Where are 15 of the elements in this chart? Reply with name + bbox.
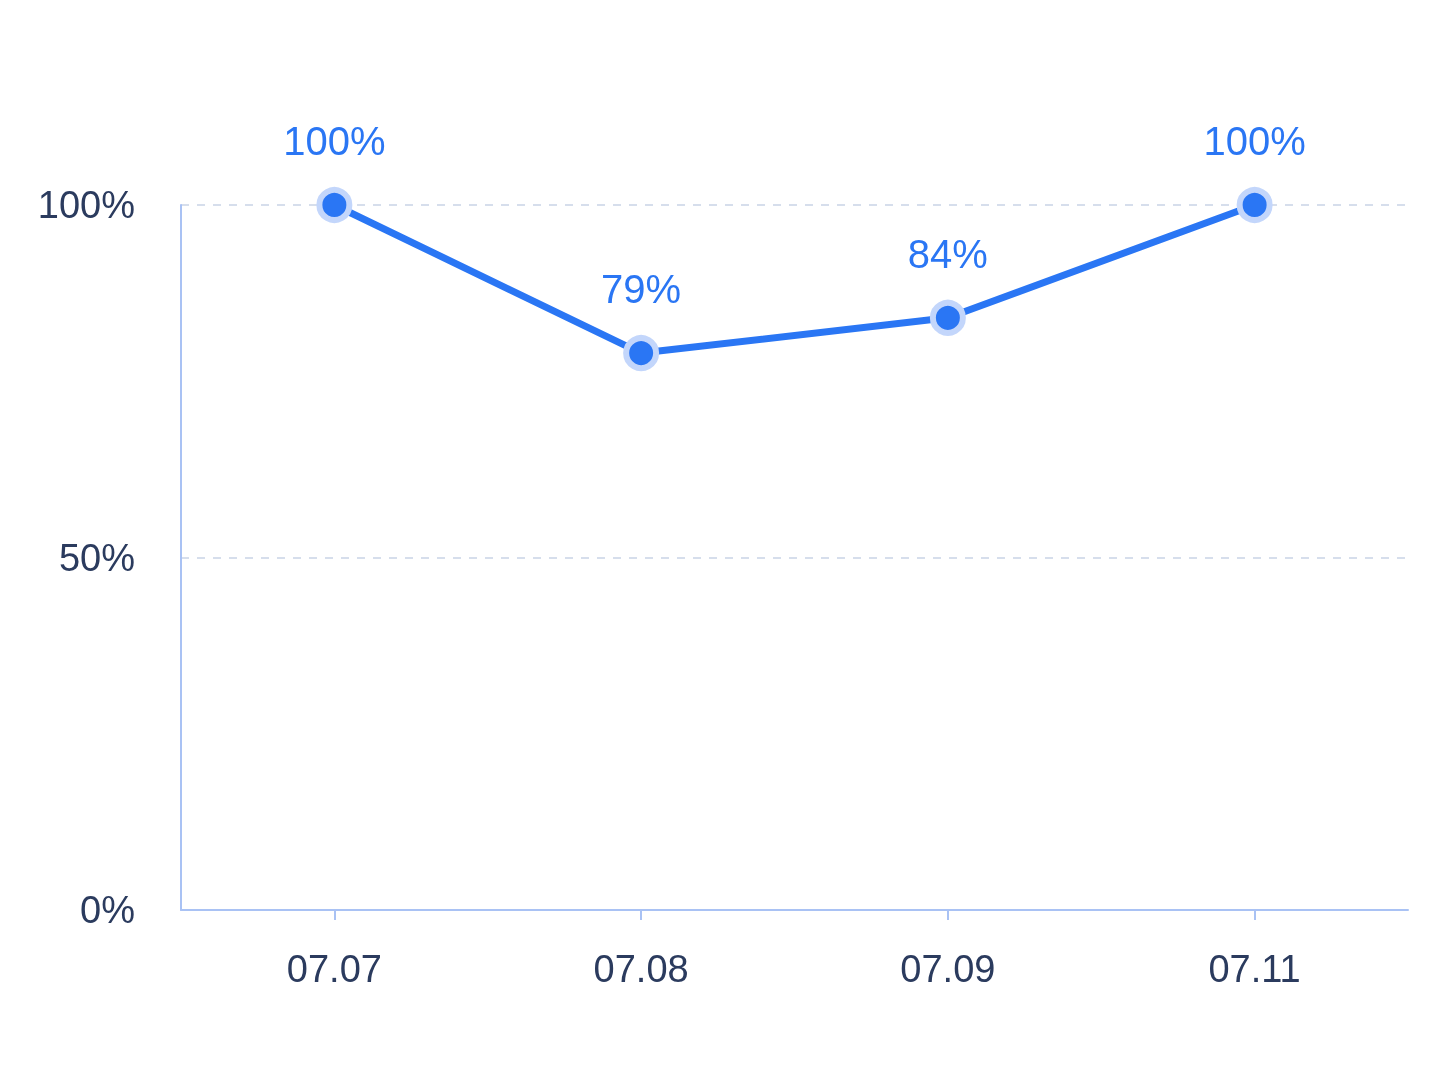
- data-label: 84%: [907, 231, 988, 276]
- x-tick-label: 07.09: [900, 948, 996, 990]
- point: [929, 299, 966, 336]
- point: [623, 335, 660, 372]
- x-tick-label: 07.11: [1208, 948, 1301, 990]
- point: [316, 187, 353, 223]
- y-tick-label: 50%: [58, 536, 135, 579]
- x-tick-label: 07.07: [286, 948, 382, 990]
- y-tick-label: 100%: [37, 184, 135, 226]
- data-label: 100%: [1203, 119, 1306, 163]
- data-label: 79%: [601, 267, 682, 312]
- x-tick-label: 07.08: [593, 948, 689, 990]
- data-label: 100%: [283, 119, 386, 163]
- point: [1236, 187, 1273, 223]
- y-tick-label: 0%: [80, 889, 135, 931]
